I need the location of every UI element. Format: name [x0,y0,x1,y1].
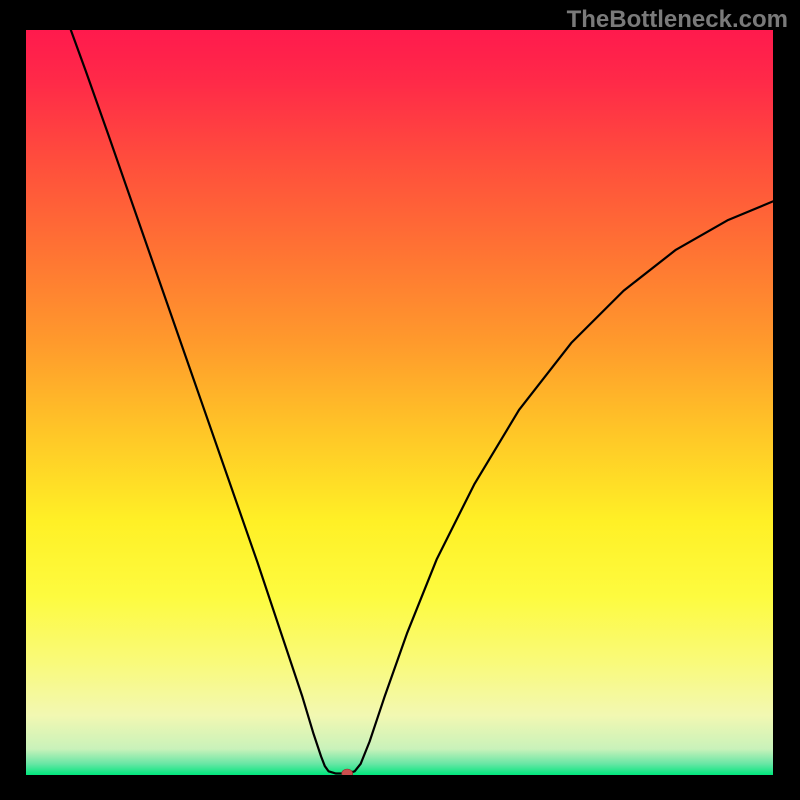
chart-container: TheBottleneck.com [0,0,800,800]
chart-svg [26,30,773,775]
plot-background [26,30,773,775]
plot-area [26,30,773,775]
